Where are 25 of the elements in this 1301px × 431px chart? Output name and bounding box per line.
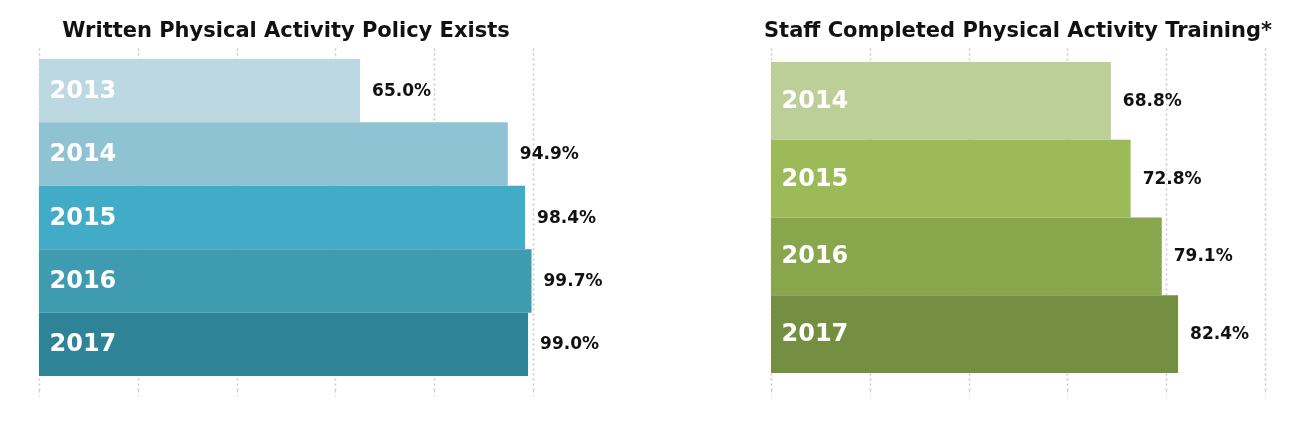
y-tick-label: 2014 bbox=[781, 85, 849, 114]
bar bbox=[39, 249, 532, 313]
bar bbox=[39, 122, 508, 186]
data-label: 72.8% bbox=[1142, 167, 1202, 188]
data-label: 98.4% bbox=[537, 206, 597, 227]
data-label: 79.1% bbox=[1173, 245, 1233, 266]
y-tick-label: 2013 bbox=[49, 75, 117, 104]
bar bbox=[39, 185, 526, 250]
data-label: 65.0% bbox=[372, 79, 432, 100]
y-tick-label: 2014 bbox=[49, 139, 117, 168]
data-label: 94.9% bbox=[519, 143, 579, 164]
chart-title: Staff Completed Physical Activity Training* bbox=[763, 18, 1273, 42]
bar bbox=[39, 312, 529, 377]
y-tick-label: 2017 bbox=[781, 319, 849, 348]
y-tick-label: 2016 bbox=[781, 241, 849, 270]
data-label: 82.4% bbox=[1190, 323, 1250, 344]
bar bbox=[39, 58, 361, 123]
data-label: 68.8% bbox=[1122, 89, 1182, 110]
data-label: 99.0% bbox=[540, 333, 600, 354]
y-tick-label: 2015 bbox=[781, 163, 849, 192]
data-label: 99.7% bbox=[543, 269, 603, 290]
y-tick-label: 2016 bbox=[49, 265, 117, 294]
chart-title: Written Physical Activity Policy Exists bbox=[62, 18, 510, 42]
y-tick-label: 2017 bbox=[49, 329, 117, 358]
y-tick-label: 2015 bbox=[49, 202, 117, 231]
